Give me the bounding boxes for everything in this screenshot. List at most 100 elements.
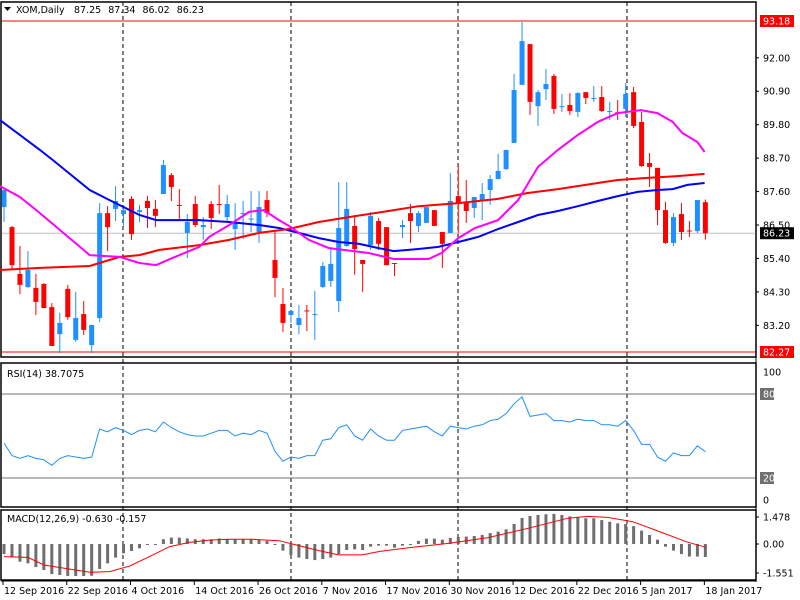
macd-histogram-bar <box>50 544 54 575</box>
high-price-tag-bg <box>760 15 794 27</box>
candle-body <box>256 207 262 232</box>
macd-histogram-bar <box>377 544 381 546</box>
candle-body <box>415 213 421 226</box>
macd-histogram-bar <box>624 524 628 544</box>
macd-histogram-bar <box>504 529 508 544</box>
candle-body <box>623 93 629 109</box>
candle <box>439 231 445 268</box>
macd-histogram-bar <box>313 544 317 561</box>
candle <box>352 214 358 275</box>
price-tick-label: 88.70 <box>763 154 790 165</box>
macd-histogram-bar <box>560 514 564 544</box>
candle-body <box>168 175 174 187</box>
macd-histogram-bar <box>679 544 683 555</box>
candle-body <box>591 97 597 99</box>
rsi-axis-label: 20 <box>763 474 775 485</box>
candle <box>344 182 350 247</box>
macd-histogram-bar <box>26 544 30 564</box>
candle-body <box>248 218 254 220</box>
candle <box>296 304 302 335</box>
candle-body <box>25 269 31 288</box>
bid-price-tag: 86.23 <box>763 229 790 240</box>
date-label: 18 Jan 2017 <box>705 586 762 597</box>
rsi-pane[interactable]: RSI(14) 38.7075 <box>0 362 757 508</box>
macd-histogram-bar <box>273 544 277 545</box>
macd-histogram-bar <box>281 544 285 551</box>
candle-body <box>272 259 278 278</box>
candle <box>232 203 238 250</box>
macd-histogram-bar <box>528 515 532 544</box>
candle-body <box>360 259 366 264</box>
candle <box>65 284 71 320</box>
candle-body <box>280 304 286 323</box>
candle <box>41 283 47 308</box>
macd-histogram-bar <box>169 537 173 544</box>
macd-histogram-bar <box>600 520 604 544</box>
macd-histogram-bar <box>664 544 668 547</box>
candle <box>160 159 166 194</box>
candle-body <box>647 162 653 167</box>
candle-body <box>152 208 158 216</box>
candle-body <box>407 213 413 222</box>
candle-body <box>639 121 645 167</box>
candle <box>535 90 541 126</box>
macd-histogram-bar <box>488 533 492 544</box>
candle <box>216 184 222 215</box>
candle <box>280 287 286 333</box>
candle <box>49 303 55 346</box>
candle-body <box>400 225 405 228</box>
rsi-axis-label: 100 <box>763 368 781 379</box>
price-pane-frame <box>0 1 757 358</box>
candle <box>670 213 676 246</box>
candle-body <box>208 204 214 219</box>
candle-body <box>702 202 708 234</box>
date-label: 26 Oct 2016 <box>259 586 318 597</box>
macd-histogram-bar <box>520 518 524 544</box>
macd-histogram-bar <box>2 544 6 555</box>
macd-histogram-bar <box>584 518 588 544</box>
macd-pane[interactable]: MACD(12,26,9) -0.630 -0.157 <box>0 509 757 581</box>
candle-body <box>65 288 71 318</box>
macd-histogram-bar <box>544 514 548 544</box>
price-tick-label: 87.60 <box>763 187 790 198</box>
chart-header: XOM,Daily 87.25 87.34 86.02 86.23 <box>4 5 204 16</box>
candle-body <box>599 97 605 111</box>
macd-histogram-bar <box>424 538 428 544</box>
candle-body <box>113 200 119 209</box>
macd-histogram-bar <box>98 544 102 569</box>
candle <box>136 204 142 222</box>
candle-body <box>471 197 477 208</box>
macd-histogram-bar <box>448 538 452 544</box>
macd-histogram-bar <box>695 544 699 557</box>
candle <box>33 273 39 315</box>
macd-histogram-bar <box>265 540 269 544</box>
candle-body <box>686 230 692 232</box>
macd-histogram-bar <box>632 526 636 544</box>
candle-body <box>73 318 79 340</box>
candle-body <box>89 325 95 346</box>
rsi-line <box>3 395 706 467</box>
macd-histogram-bar <box>90 544 94 576</box>
bid-price-tag-bg <box>760 227 794 240</box>
moving-average-red-line <box>0 172 705 271</box>
candle-body <box>136 210 142 212</box>
candle <box>360 259 366 292</box>
price-tick-label: 90.90 <box>763 87 790 98</box>
candle <box>328 246 334 288</box>
price-tick-label: 89.80 <box>763 120 790 131</box>
candle-body <box>176 204 182 206</box>
candle-body <box>431 210 437 226</box>
price-pane[interactable] <box>0 1 757 358</box>
macd-histogram-bar <box>106 544 110 564</box>
candle-body <box>57 322 63 335</box>
date-label: 30 Nov 2016 <box>450 586 511 597</box>
dropdown-triangle-icon[interactable] <box>4 7 11 11</box>
candle-body <box>607 111 613 112</box>
candle-body <box>81 314 87 330</box>
candle-body <box>511 90 517 143</box>
candle-body <box>503 149 509 170</box>
candle <box>240 200 246 239</box>
macd-histogram-bar <box>456 536 460 544</box>
